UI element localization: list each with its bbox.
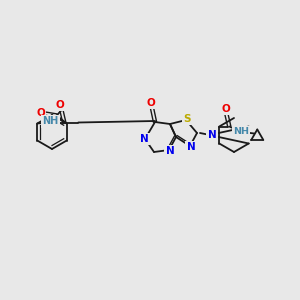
- Text: N: N: [140, 134, 148, 144]
- Text: N: N: [166, 146, 174, 156]
- Text: S: S: [183, 114, 191, 124]
- Text: O: O: [36, 107, 45, 118]
- Text: NH: NH: [233, 127, 249, 136]
- Text: N: N: [208, 130, 216, 140]
- Text: O: O: [222, 103, 231, 113]
- Text: O: O: [56, 100, 65, 110]
- Text: O: O: [147, 98, 155, 108]
- Text: N: N: [187, 142, 195, 152]
- Text: NH: NH: [42, 116, 58, 127]
